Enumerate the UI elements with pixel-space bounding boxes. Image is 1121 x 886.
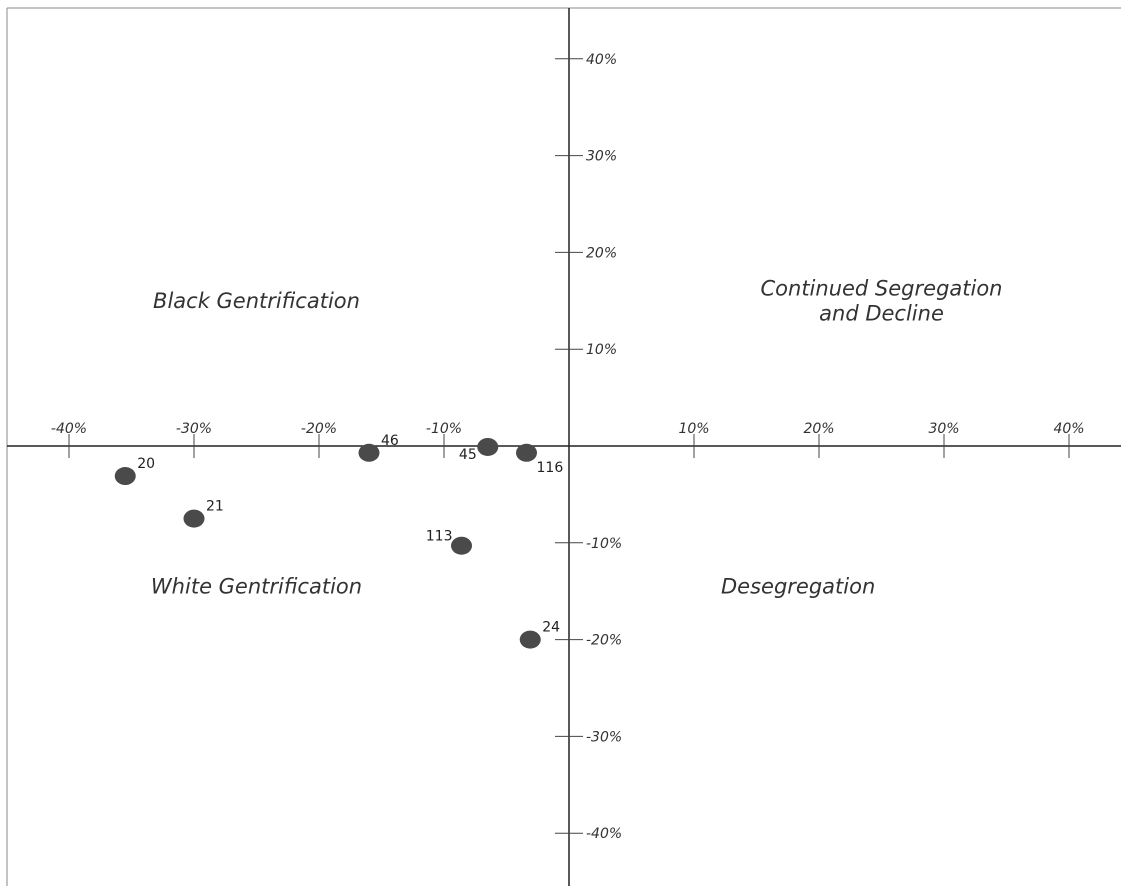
x-tick-label: 10%	[678, 421, 709, 437]
y-tick-label: 30%	[586, 149, 617, 165]
data-point	[477, 437, 499, 456]
quadrant-label-bottom-left: White Gentrification	[151, 574, 362, 598]
data-point-label: 46	[381, 433, 399, 449]
x-tick-label: -40%	[51, 421, 87, 437]
x-tick-label: 30%	[928, 421, 959, 437]
data-points: 20 21 46 45 116 113 24	[114, 433, 564, 649]
data-point	[451, 536, 472, 555]
data-point	[114, 467, 136, 486]
y-tick-label: 10%	[586, 342, 617, 358]
quadrant-label-top-left: Black Gentrification	[153, 289, 360, 313]
x-tick-label: -10%	[426, 421, 462, 437]
data-point-label: 45	[459, 447, 477, 463]
data-point-label: 116	[537, 460, 564, 476]
data-point	[358, 443, 380, 462]
data-point-label: 24	[542, 620, 560, 636]
quadrant-label-bottom-right: Desegregation	[721, 574, 875, 598]
y-tick-label: 20%	[586, 245, 617, 261]
data-point-label: 20	[137, 456, 155, 472]
y-tick-label: -40%	[586, 826, 622, 842]
quadrant-label-top-right: and Decline	[819, 301, 944, 325]
y-ticks: 40% 30% 20% 10% -10% -20% -30% -40%	[555, 52, 622, 842]
data-point	[183, 509, 205, 528]
x-tick-label: 20%	[803, 421, 834, 437]
data-point	[519, 630, 541, 649]
quadrant-labels: Black Gentrification Continued Segregatio…	[151, 276, 1003, 598]
x-tick-label: -20%	[301, 421, 337, 437]
data-point	[516, 443, 537, 462]
data-point-label: 113	[426, 529, 453, 545]
y-tick-label: 40%	[586, 52, 617, 68]
data-point-label: 21	[206, 499, 224, 515]
y-tick-label: -10%	[586, 536, 622, 552]
x-ticks: -40% -30% -20% -10% 10% 20% 30% 40%	[51, 421, 1085, 458]
x-tick-label: 40%	[1053, 421, 1084, 437]
y-tick-label: -30%	[586, 729, 622, 745]
y-tick-label: -20%	[586, 633, 622, 649]
x-tick-label: -30%	[176, 421, 212, 437]
quadrant-label-top-right: Continued Segregation	[761, 276, 1003, 300]
